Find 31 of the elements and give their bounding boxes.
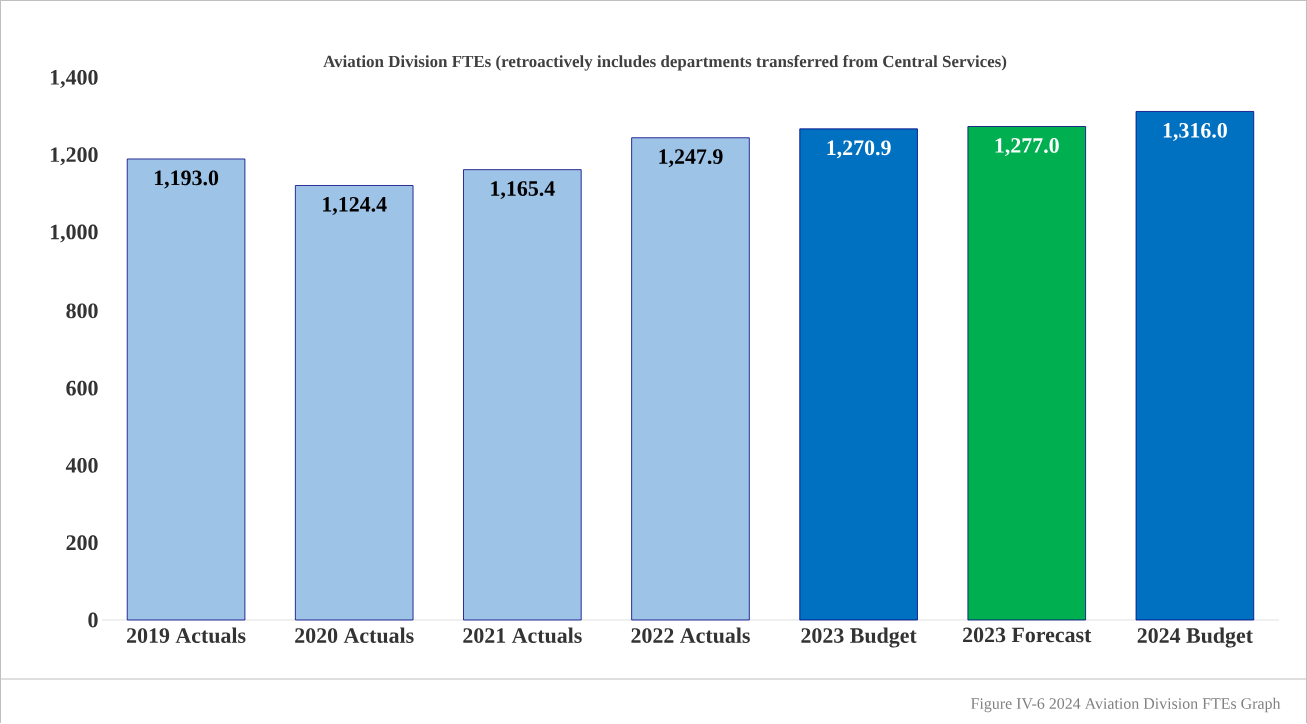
bar	[631, 137, 750, 621]
data-label: 1,193.0	[154, 170, 219, 189]
x-tick-label: 2022 Actuals	[631, 627, 750, 644]
bar	[1135, 111, 1255, 621]
y-tick-label: 1,200	[50, 147, 98, 166]
y-tick-label: 200	[66, 535, 98, 551]
x-tick-label: 2019 Actuals	[127, 627, 246, 644]
bar	[463, 169, 582, 621]
y-tick-label: 1,400	[50, 70, 98, 89]
x-tick-label: 2023 Forecast	[963, 627, 1092, 643]
data-label: 1,124.4	[323, 197, 387, 216]
y-tick-label: 600	[66, 380, 98, 396]
x-tick-label: 2023 Budget	[801, 627, 917, 648]
bar	[294, 185, 414, 621]
data-label: 1,277.0	[995, 138, 1059, 157]
y-tick-label: 400	[65, 458, 98, 474]
bar	[967, 126, 1086, 621]
text: Figure IV-6 2024 Aviation Division FTEs Graph	[971, 698, 1281, 713]
chart-title: Aviation Division FTEs (retroactively includes departments transferred from Central Services)	[323, 55, 1007, 71]
data-label: 1,165.4	[491, 181, 555, 200]
y-tick-label: 1,000	[50, 224, 98, 243]
bar	[799, 128, 918, 621]
y-tick-label: 800	[66, 303, 98, 319]
x-tick-label: 2024 Budget	[1137, 627, 1253, 648]
y-tick-label: 0	[88, 612, 98, 628]
x-tick-label: 2021 Actuals	[463, 627, 582, 644]
x-tick-label: 2020 Actuals	[295, 627, 414, 644]
data-label: 1,270.9	[827, 140, 891, 159]
data-label: 1,316.0	[1163, 123, 1227, 142]
bar	[126, 158, 246, 621]
data-label: 1,247.9	[659, 149, 723, 168]
